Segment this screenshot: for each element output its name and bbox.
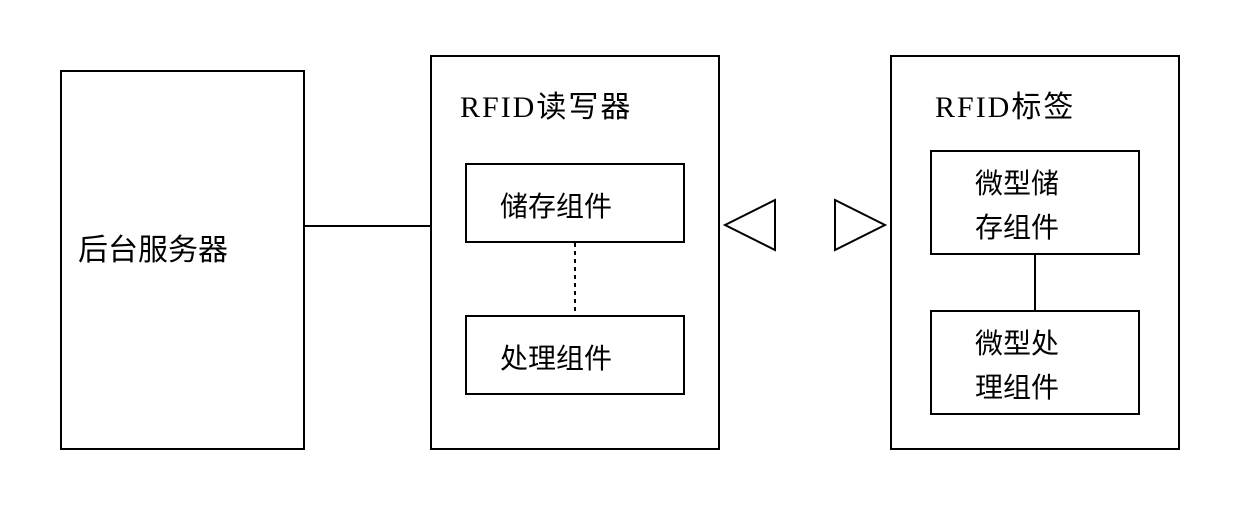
tag-internal-connector xyxy=(1034,255,1036,310)
reader-storage-label: 储存组件 xyxy=(500,185,612,225)
tag-processor-label2: 理组件 xyxy=(975,366,1059,406)
double-arrow-reader-tag xyxy=(720,190,890,260)
reader-internal-connector xyxy=(573,243,577,315)
tag-storage-label1: 微型储 xyxy=(975,162,1059,202)
tag-processor-label1: 微型处 xyxy=(975,322,1059,362)
reader-label: RFID读写器 xyxy=(460,82,632,126)
server-label: 后台服务器 xyxy=(78,225,228,269)
reader-processor-label: 处理组件 xyxy=(500,337,612,377)
tag-storage-label2: 存组件 xyxy=(975,206,1059,246)
connector-server-reader xyxy=(305,225,430,227)
tag-label: RFID标签 xyxy=(935,82,1075,126)
